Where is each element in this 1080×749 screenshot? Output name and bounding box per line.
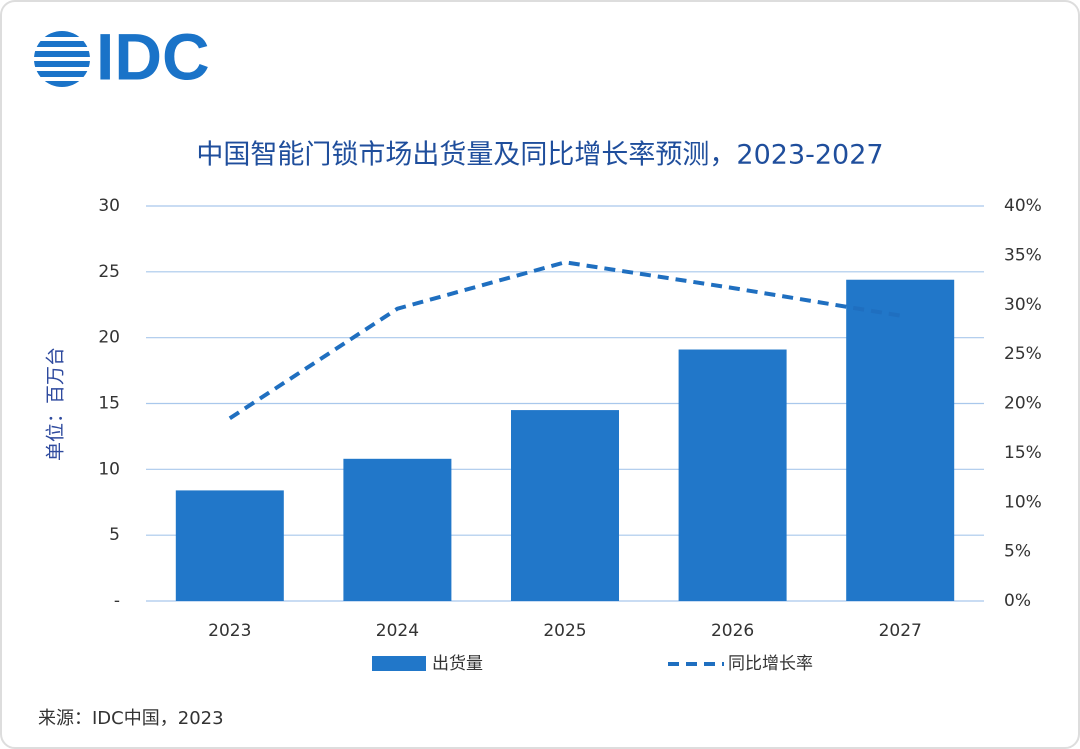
bar [343, 458, 452, 601]
legend-label: 同比增长率 [728, 654, 813, 674]
y-tick-label: 30 [98, 196, 120, 216]
y-axis-label: 单位：百万台 [45, 347, 67, 461]
chart-title: 中国智能门锁市场出货量及同比增长率预测，2023-2027 [196, 140, 883, 171]
x-tick-label: 2025 [543, 621, 586, 641]
y2-tick-label: 40% [1004, 196, 1042, 216]
y-tick-label: 25 [98, 262, 120, 282]
x-tick-label: 2023 [208, 621, 251, 641]
x-tick-label: 2026 [711, 621, 754, 641]
bar [678, 349, 787, 601]
y-tick-label: 10 [98, 459, 120, 479]
x-tick-label: 2024 [376, 621, 419, 641]
y-tick-label: 15 [98, 394, 120, 414]
source: 来源：IDC中国，2023 [38, 708, 224, 729]
y2-tick-label: 25% [1004, 344, 1042, 364]
logo-globe [34, 31, 90, 87]
bar [846, 279, 955, 601]
line [228, 260, 901, 420]
y2-tick-label: 5% [1004, 542, 1031, 562]
y-tick-label: 5 [109, 525, 120, 545]
y2-tick-label: 35% [1004, 245, 1042, 265]
y2-tick-label: 10% [1004, 492, 1042, 512]
y-tick-label: - [114, 591, 120, 611]
y2-tick-label: 15% [1004, 443, 1042, 463]
y-tick-label: 20 [98, 328, 120, 348]
logo-text: IDC [96, 19, 210, 93]
legend-swatch [372, 656, 426, 671]
y2-tick-label: 30% [1004, 295, 1042, 315]
x-tick-label: 2027 [879, 621, 922, 641]
y2-tick-label: 0% [1004, 591, 1031, 611]
bar [175, 490, 284, 601]
bar [511, 410, 619, 601]
legend-label: 出货量 [432, 654, 483, 674]
y2-tick-label: 20% [1004, 394, 1042, 414]
